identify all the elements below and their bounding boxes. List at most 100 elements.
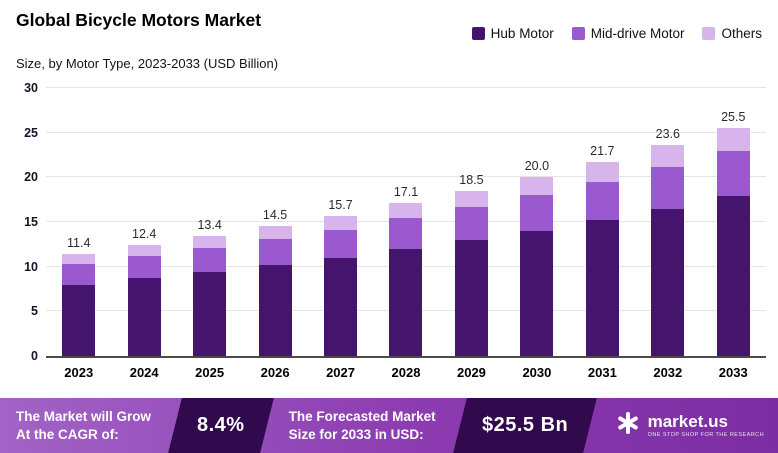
bar-segment-mid-drive-motor: [651, 166, 685, 209]
cagr-label: The Market will Grow At the CAGR of:: [16, 408, 151, 443]
bar-segment-others: [716, 128, 750, 151]
bar-group: 14.5: [242, 208, 307, 356]
bar-segment-hub-motor: [585, 220, 619, 356]
x-tick-label: 2033: [718, 365, 748, 380]
bar-segment-mid-drive-motor: [454, 206, 488, 240]
bar-group: 11.4: [46, 236, 111, 356]
bar-segment-hub-motor: [324, 257, 358, 356]
bar-segment-hub-motor: [520, 230, 554, 356]
bar-stack: [454, 190, 488, 356]
bar-total-label: 18.5: [459, 172, 484, 187]
bar-segment-hub-motor: [127, 278, 161, 356]
y-tick-label: 25: [24, 125, 38, 140]
brand-name: market.us: [647, 411, 728, 431]
bar-segment-mid-drive-motor: [324, 230, 358, 258]
brand-text: market.us ONE STOP SHOP FOR THE RESEARCH: [648, 413, 764, 439]
x-tick-label: 2028: [391, 365, 421, 380]
forecast-value-chip: $25.5 Bn: [452, 398, 597, 453]
bar-segment-mid-drive-motor: [389, 218, 423, 249]
x-tick-label: 2023: [64, 365, 94, 380]
bar-stack: [651, 145, 685, 356]
bar-segment-others: [454, 190, 488, 207]
bar-total-label: 11.4: [67, 236, 91, 251]
bar-stack: [324, 215, 358, 356]
bar-total-label: 23.6: [655, 127, 680, 142]
bar-group: 15.7: [308, 198, 373, 356]
bar-stack: [258, 226, 292, 356]
legend-label: Hub Motor: [490, 26, 554, 41]
x-axis-labels: 2023 2024 2025 2026 2027 2028 2029 2030 2031 2032…: [46, 365, 766, 380]
legend-label: Others: [721, 26, 762, 41]
x-tick-label: 2029: [456, 365, 486, 380]
bar-segment-hub-motor: [389, 248, 423, 356]
bar-segment-mid-drive-motor: [193, 247, 227, 273]
bars: 11.4 12.4 13.4 14.5 15.7 17.1 18.5 20.0 21.7 23.6…: [46, 88, 766, 356]
bar-segment-others: [585, 162, 619, 182]
y-tick-label: 20: [24, 170, 38, 185]
gridline: [46, 87, 766, 88]
gridline: [46, 131, 766, 133]
bar-segment-hub-motor: [193, 272, 227, 356]
legend-swatch: [702, 27, 716, 40]
legend-swatch: [571, 27, 585, 40]
forecast-label: The Forecasted Market Size for 2033 in U…: [289, 408, 436, 443]
bar-stack: [193, 236, 227, 356]
chart-subtitle: Size, by Motor Type, 2023-2033 (USD Bill…: [16, 56, 279, 71]
bar-group: 12.4: [111, 227, 176, 356]
bar-total-label: 12.4: [132, 227, 157, 242]
bar-segment-hub-motor: [454, 239, 488, 356]
bar-segment-hub-motor: [651, 208, 685, 356]
legend-swatch: [471, 27, 485, 40]
bar-group: 21.7: [570, 144, 635, 356]
brand-logo: market.us ONE STOP SHOP FOR THE RESEARCH: [615, 410, 764, 441]
y-tick-label: 5: [31, 304, 38, 319]
bar-stack: [520, 177, 554, 356]
legend-item: Mid-drive Motor: [571, 26, 685, 41]
bar-total-label: 13.4: [197, 218, 222, 233]
x-tick-label: 2030: [522, 365, 552, 380]
chart-title: Global Bicycle Motors Market: [16, 10, 262, 30]
marketus-logo-icon: [615, 410, 641, 441]
x-tick-label: 2032: [653, 365, 683, 380]
y-tick-label: 0: [31, 349, 38, 363]
bar-segment-others: [324, 215, 358, 231]
bar-stack: [389, 203, 423, 356]
x-tick-label: 2027: [326, 365, 355, 380]
y-tick-label: 15: [24, 215, 38, 229]
cagr-label-line2: At the CAGR of:: [16, 426, 119, 442]
gridline: [46, 176, 766, 178]
bar-stack: [716, 128, 750, 356]
bar-segment-mid-drive-motor: [520, 195, 554, 231]
bar-group: 25.5: [701, 110, 766, 356]
bar-total-label: 14.5: [262, 208, 288, 223]
x-tick-label: 2025: [195, 365, 225, 380]
y-axis: 0 5 10 15 20 25 30: [12, 81, 46, 363]
bar-stack: [127, 245, 161, 356]
legend-label: Mid-drive Motor: [590, 26, 685, 41]
bar-total-label: 25.5: [721, 110, 746, 125]
bar-segment-mid-drive-motor: [62, 264, 96, 285]
bar-segment-others: [62, 254, 96, 265]
cagr-value-chip: 8.4%: [168, 398, 274, 453]
footer-banner: The Market will Grow At the CAGR of: 8.4…: [0, 398, 778, 453]
bar-group: 20.0: [504, 159, 569, 356]
x-tick-label: 2026: [260, 365, 290, 380]
bar-group: 17.1: [373, 185, 438, 356]
bar-group: 23.6: [635, 127, 700, 356]
bar-segment-mid-drive-motor: [127, 255, 161, 279]
bar-segment-others: [389, 203, 423, 219]
bar-total-label: 17.1: [393, 185, 419, 200]
bar-segment-hub-motor: [258, 264, 292, 356]
bar-segment-others: [651, 145, 685, 167]
bar-total-label: 20.0: [524, 159, 550, 174]
x-tick-label: 2024: [129, 365, 159, 380]
legend-item: Hub Motor: [471, 26, 554, 41]
bar-segment-others: [520, 177, 554, 196]
legend: Hub Motor Mid-drive Motor Others: [471, 26, 762, 41]
bar-total-label: 15.7: [328, 197, 353, 212]
bar-segment-others: [258, 226, 292, 239]
forecast-label-line2: Size for 2033 in USD:: [288, 426, 424, 442]
plot-column: 11.4 12.4 13.4 14.5 15.7 17.1 18.5 20.0 21.7 23.6…: [46, 87, 766, 380]
forecast-value: $25.5 Bn: [481, 414, 568, 436]
